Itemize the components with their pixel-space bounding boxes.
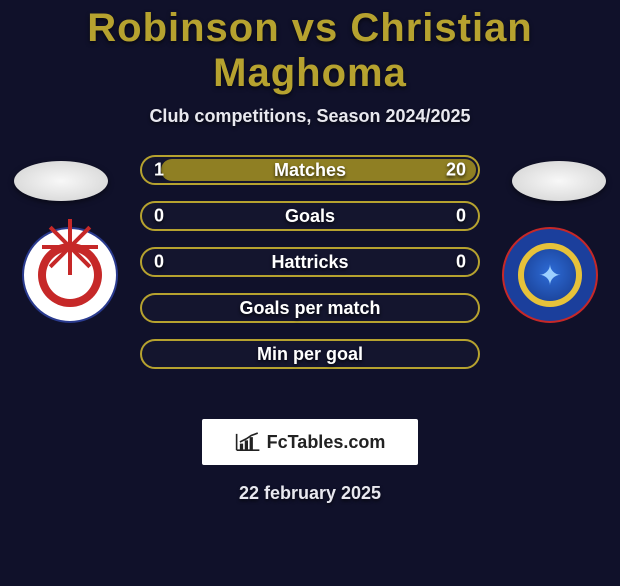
stat-label: Matches (274, 160, 346, 181)
stat-label: Hattricks (271, 252, 348, 273)
stat-right-value: 0 (456, 252, 466, 273)
stat-left-value: 0 (154, 252, 164, 273)
chart-icon (235, 432, 261, 452)
stat-row: Goals 0 0 (140, 201, 480, 231)
date-text: 22 february 2025 (0, 483, 620, 504)
brand-text: FcTables.com (267, 432, 386, 453)
stat-row: Matches 1 20 (140, 155, 480, 185)
stat-right-value: 20 (446, 160, 466, 181)
club-crest-left (22, 227, 118, 323)
club-crest-right: ✦ (502, 227, 598, 323)
stat-bars: Matches 1 20 Goals 0 0 Hattricks 0 0 Goals per ma… (140, 155, 480, 369)
player-avatar-left (14, 161, 108, 201)
stat-label: Goals per match (239, 298, 380, 319)
stat-row: Hattricks 0 0 (140, 247, 480, 277)
crest-phoenix-icon: ✦ (518, 243, 582, 307)
stat-row: Goals per match (140, 293, 480, 323)
stat-label: Min per goal (257, 344, 363, 365)
stat-left-value: 0 (154, 206, 164, 227)
comparison-arena: ✦ Matches 1 20 Goals 0 0 Hattricks 0 0 Goals per … (0, 155, 620, 405)
stat-right-value: 0 (456, 206, 466, 227)
crest-wheel-icon (38, 243, 102, 307)
stat-row: Min per goal (140, 339, 480, 369)
subtitle: Club competitions, Season 2024/2025 (0, 106, 620, 127)
page-title: Robinson vs Christian Maghoma (0, 6, 620, 96)
stat-left-value: 1 (154, 160, 164, 181)
player-avatar-right (512, 161, 606, 201)
stat-label: Goals (285, 206, 335, 227)
brand-box: FcTables.com (202, 419, 418, 465)
